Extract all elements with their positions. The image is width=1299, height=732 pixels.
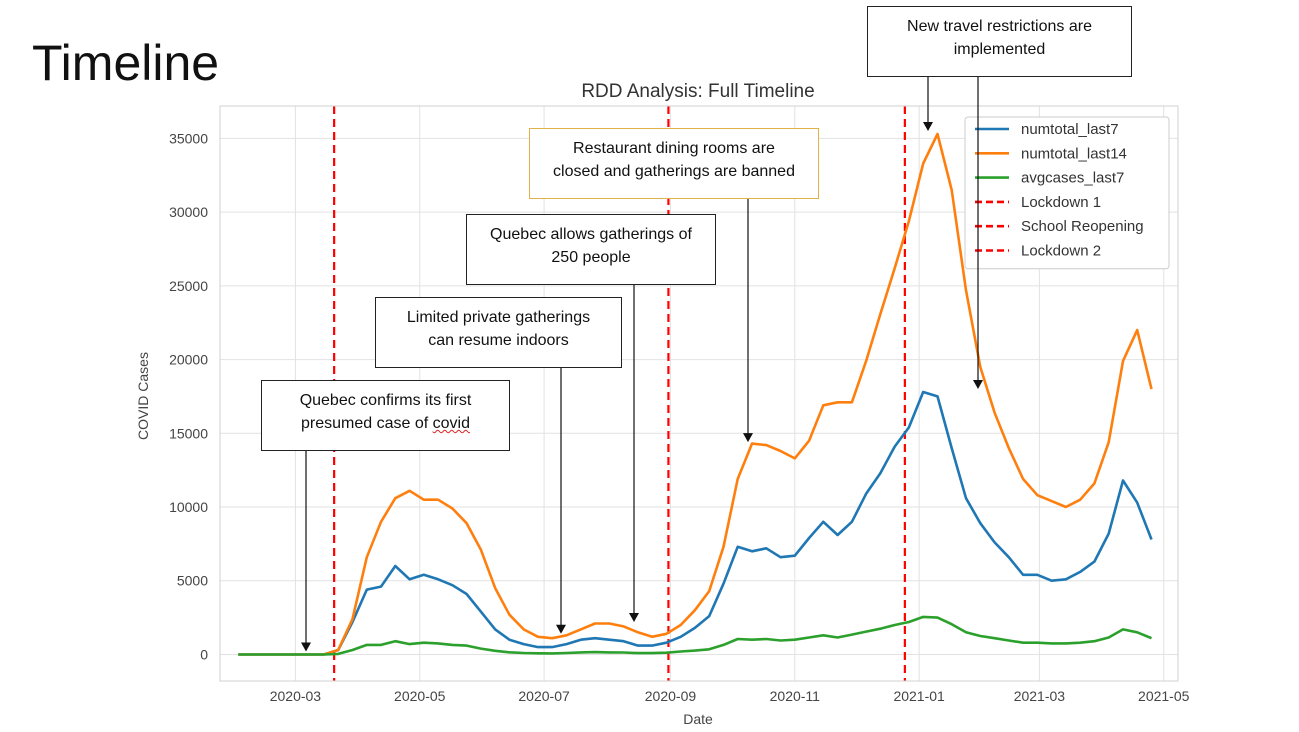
- arrow-head: [923, 122, 933, 131]
- y-tick-label: 15000: [169, 425, 208, 441]
- arrow-head: [301, 642, 311, 652]
- y-tick-label: 35000: [169, 130, 208, 146]
- slide-title: Timeline: [32, 35, 220, 91]
- legend-label: numtotal_last14: [1021, 145, 1127, 162]
- chart-title: RDD Analysis: Full Timeline: [581, 81, 814, 102]
- plot-frame: [219, 105, 1179, 682]
- annotation-travel-restrictions: New travel restrictions are implemented: [867, 6, 1132, 77]
- chart-legend: numtotal_last7 numtotal_last14 avgcases_la…: [964, 116, 1170, 270]
- legend-label: avgcases_last7: [1021, 170, 1124, 187]
- y-axis-label: COVID Cases: [135, 352, 151, 440]
- annotation-first-case: Quebec confirms its first presumed case …: [261, 380, 510, 451]
- annotation-restaurants-closed: Restaurant dining rooms are closed and g…: [529, 128, 819, 199]
- x-axis-label: Date: [683, 711, 713, 727]
- annotation-arrows: [301, 77, 983, 652]
- x-tick-label: 2020-03: [270, 688, 322, 704]
- series-line-numtotal-last14: [238, 132, 1153, 656]
- y-tick-label: 25000: [169, 278, 208, 294]
- legend-label: Lockdown 1: [1021, 194, 1101, 211]
- legend-label: numtotal_last7: [1021, 121, 1119, 138]
- y-tick-label: 0: [200, 646, 208, 662]
- x-tick-labels: 2020-03 2020-05 2020-07 2020-09 2020-11 2021-…: [270, 688, 1190, 704]
- x-tick-label: 2021-01: [893, 688, 945, 704]
- arrow-head: [743, 433, 753, 443]
- legend-label: School Reopening: [1021, 218, 1144, 235]
- x-tick-label: 2020-07: [518, 688, 570, 704]
- y-tick-label: 5000: [177, 573, 208, 589]
- annotation-private-gatherings: Limited private gatherings can resume in…: [375, 297, 622, 368]
- y-tick-labels: 0 5000 10000 15000 20000 25000 30000 35000: [169, 130, 208, 662]
- x-tick-label: 2020-05: [394, 688, 446, 704]
- annotation-250-people: Quebec allows gatherings of 250 people: [466, 214, 716, 285]
- x-tick-label: 2021-05: [1138, 688, 1190, 704]
- x-tick-label: 2020-09: [645, 688, 697, 704]
- series-line-numtotal-last7: [238, 390, 1153, 656]
- legend-box: [964, 116, 1170, 270]
- y-tick-label: 20000: [169, 352, 208, 368]
- y-tick-label: 10000: [169, 499, 208, 515]
- x-tick-label: 2020-11: [770, 688, 821, 704]
- x-tick-label: 2021-03: [1014, 688, 1066, 704]
- y-tick-label: 30000: [169, 204, 208, 220]
- chart-series: [238, 132, 1153, 656]
- arrow-head: [556, 624, 566, 634]
- arrow-head: [629, 612, 639, 622]
- chart-axes: [219, 105, 1179, 682]
- series-line-avgcases-last7: [238, 615, 1152, 656]
- legend-label: Lockdown 2: [1021, 243, 1101, 260]
- arrow-head: [973, 380, 983, 389]
